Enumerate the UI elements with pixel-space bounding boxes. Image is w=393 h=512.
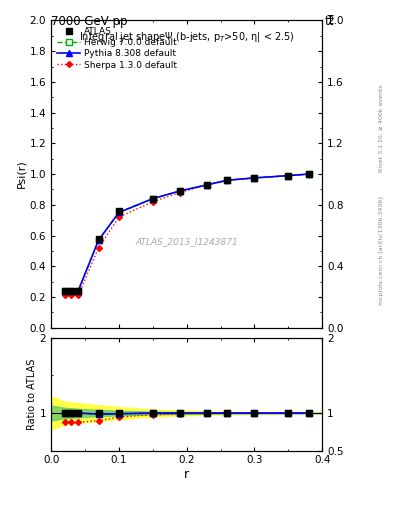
Herwig 7.0.0 default <box>225 177 230 183</box>
ATLAS <box>286 173 291 179</box>
Herwig 7.0.0 default <box>69 288 74 294</box>
Text: ATLAS_2013_I1243871: ATLAS_2013_I1243871 <box>135 237 238 246</box>
ATLAS <box>117 208 121 214</box>
Pythia 8.308 default <box>307 171 311 177</box>
X-axis label: r: r <box>184 468 189 481</box>
Herwig 7.0.0 default <box>286 173 291 179</box>
Line: Herwig 7.0.0 default: Herwig 7.0.0 default <box>62 172 312 293</box>
ATLAS <box>307 171 311 177</box>
Sherpa 1.3.0 default <box>252 175 257 181</box>
ATLAS <box>69 288 74 294</box>
Pythia 8.308 default <box>205 182 209 188</box>
Y-axis label: Ratio to ATLAS: Ratio to ATLAS <box>27 358 37 430</box>
ATLAS <box>252 175 257 181</box>
ATLAS <box>96 236 101 242</box>
Pythia 8.308 default <box>225 177 230 183</box>
Text: mcplots.cern.ch [arXiv:1306.3436]: mcplots.cern.ch [arXiv:1306.3436] <box>379 197 384 305</box>
ATLAS <box>62 288 67 294</box>
Pythia 8.308 default <box>117 209 121 216</box>
ATLAS <box>225 177 230 183</box>
ATLAS <box>151 196 155 202</box>
Line: Sherpa 1.3.0 default: Sherpa 1.3.0 default <box>62 172 311 297</box>
Sherpa 1.3.0 default <box>96 245 101 251</box>
Herwig 7.0.0 default <box>62 288 67 294</box>
Sherpa 1.3.0 default <box>225 177 230 183</box>
Sherpa 1.3.0 default <box>178 189 182 196</box>
Text: 7000 GeV pp: 7000 GeV pp <box>51 15 128 28</box>
ATLAS <box>205 182 209 188</box>
Pythia 8.308 default <box>178 188 182 194</box>
Pythia 8.308 default <box>286 173 291 179</box>
Herwig 7.0.0 default <box>151 196 155 202</box>
Line: Pythia 8.308 default: Pythia 8.308 default <box>62 172 312 293</box>
Text: Rivet 3.1.10, ≥ 400k events: Rivet 3.1.10, ≥ 400k events <box>379 84 384 172</box>
Sherpa 1.3.0 default <box>151 199 155 205</box>
Sherpa 1.3.0 default <box>62 292 67 298</box>
Pythia 8.308 default <box>69 288 74 294</box>
Pythia 8.308 default <box>62 288 67 294</box>
Sherpa 1.3.0 default <box>117 214 121 220</box>
Sherpa 1.3.0 default <box>69 292 74 298</box>
Herwig 7.0.0 default <box>307 171 311 177</box>
Legend: ATLAS, Herwig 7.0.0 default, Pythia 8.308 default, Sherpa 1.3.0 default: ATLAS, Herwig 7.0.0 default, Pythia 8.30… <box>55 25 178 71</box>
Text: tt̅: tt̅ <box>324 15 334 28</box>
Pythia 8.308 default <box>76 288 81 294</box>
Herwig 7.0.0 default <box>178 188 182 194</box>
Herwig 7.0.0 default <box>205 182 209 188</box>
Sherpa 1.3.0 default <box>76 292 81 298</box>
Y-axis label: Psi(r): Psi(r) <box>17 160 27 188</box>
Herwig 7.0.0 default <box>76 288 81 294</box>
ATLAS <box>76 288 81 294</box>
Sherpa 1.3.0 default <box>205 182 209 188</box>
Herwig 7.0.0 default <box>96 237 101 243</box>
Line: ATLAS: ATLAS <box>61 170 312 294</box>
Pythia 8.308 default <box>96 237 101 243</box>
Herwig 7.0.0 default <box>252 175 257 181</box>
Pythia 8.308 default <box>252 175 257 181</box>
Text: Integral jet shapeΨ (b-jets, p$_T$>50, η| < 2.5): Integral jet shapeΨ (b-jets, p$_T$>50, η… <box>79 30 295 44</box>
Sherpa 1.3.0 default <box>286 173 291 179</box>
Pythia 8.308 default <box>151 196 155 202</box>
Sherpa 1.3.0 default <box>307 171 311 177</box>
ATLAS <box>178 188 182 194</box>
Herwig 7.0.0 default <box>117 209 121 216</box>
